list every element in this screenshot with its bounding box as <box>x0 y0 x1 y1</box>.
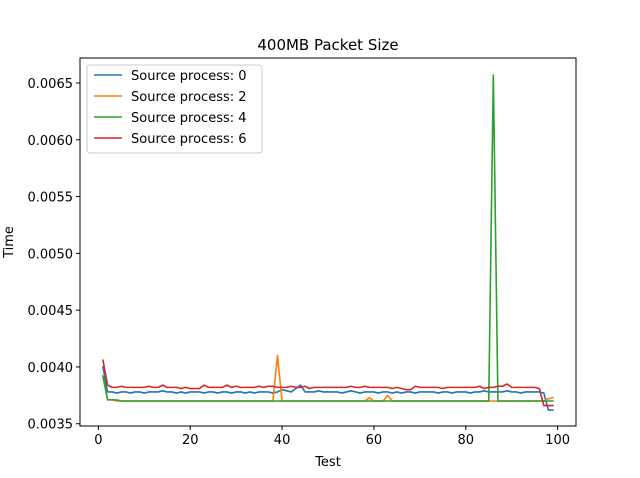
plot-frame <box>79 57 577 427</box>
series-line-2 <box>102 74 554 402</box>
x-tick-label: 20 <box>182 433 199 448</box>
legend: Source process: 0 Source process: 2 Source… <box>86 64 263 154</box>
y-axis: 0.0035 0.0040 0.0045 0.0050 0.0055 0.0060 0.00… <box>28 77 80 433</box>
y-tick-label: 0.0055 <box>28 191 74 206</box>
y-tick-label: 0.0040 <box>28 361 74 376</box>
y-axis-label: Time <box>2 226 17 259</box>
series-line-0 <box>102 366 554 411</box>
x-axis-label: Test <box>314 455 341 470</box>
x-axis: 0 20 40 60 80 100 <box>94 426 570 448</box>
legend-label-0: Source process: 0 <box>131 69 247 84</box>
legend-label-1: Source process: 2 <box>131 90 247 105</box>
y-tick-label: 0.0045 <box>28 304 74 319</box>
legend-label-3: Source process: 6 <box>131 132 247 147</box>
series-layer <box>102 74 554 411</box>
x-tick-label: 100 <box>545 433 570 448</box>
chart-title: 400MB Packet Size <box>257 36 398 54</box>
legend-frame <box>86 64 263 154</box>
x-tick-label: 0 <box>94 433 102 448</box>
legend-label-2: Source process: 4 <box>131 111 247 126</box>
y-tick-label: 0.0035 <box>28 418 74 433</box>
x-tick-label: 60 <box>366 433 383 448</box>
y-tick-label: 0.0060 <box>28 134 74 149</box>
y-tick-label: 0.0050 <box>28 247 74 262</box>
series-line-3 <box>102 359 554 407</box>
x-tick-label: 80 <box>458 433 475 448</box>
x-tick-label: 40 <box>274 433 291 448</box>
y-tick-label: 0.0065 <box>28 77 74 92</box>
